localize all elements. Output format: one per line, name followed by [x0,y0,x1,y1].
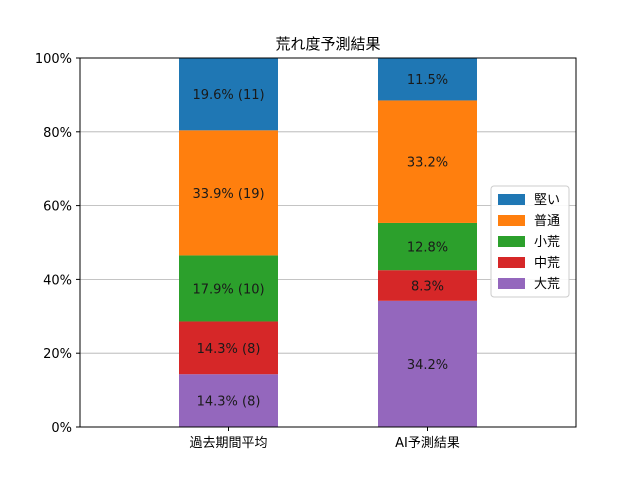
chart-title: 荒れ度予測結果 [275,35,380,53]
legend-swatch [498,215,525,226]
legend-swatch [498,236,525,247]
legend-swatch [498,257,525,268]
x-tick-label: 過去期間平均 [189,436,267,451]
legend-swatch [498,194,525,205]
bar-segment-堅い [179,58,278,131]
bar-segment-小荒 [179,255,278,322]
y-tick-label: 0% [51,421,72,436]
legend-label: 大荒 [534,277,560,292]
y-tick-label: 60% [43,200,72,215]
data-label: 11.5% [407,73,448,88]
legend-label: 中荒 [534,256,560,271]
data-labels: 14.3% (8) 14.3% (8) 17.9% (10) 33.9% (19) 19… [192,73,448,409]
y-tick-label: 40% [43,273,72,288]
legend-label: 小荒 [534,235,560,250]
x-tick-label: AI予測結果 [395,436,460,451]
bar-segment-普通 [378,100,477,223]
data-label: 33.2% [407,156,448,171]
y-tick-label: 100% [35,52,72,67]
bar-segment-中荒 [179,321,278,375]
data-label: 14.3% (8) [197,342,261,357]
bar-segment-中荒 [378,270,477,301]
legend-label: 堅い [534,193,560,208]
data-label: 17.9% (10) [192,282,264,297]
data-label: 8.3% [411,279,444,294]
bar-segment-小荒 [378,222,477,271]
data-label: 34.2% [407,358,448,373]
legend-swatch [498,278,525,289]
data-label: 14.3% (8) [197,395,261,410]
data-label: 12.8% [407,241,448,256]
axes: 0% 20% 40% 60% 80% 100% 過去期間平均 AI予測結果 [35,52,577,451]
bar-segment-大荒 [378,300,477,427]
bars [179,58,477,427]
plot-frame [79,57,577,428]
legend-box [490,185,570,298]
data-label: 19.6% (11) [192,88,264,103]
bar-segment-堅い [378,58,477,101]
legend-label: 普通 [534,214,560,229]
y-tick-label: 20% [43,347,72,362]
y-tick-label: 80% [43,126,72,141]
bar-segment-大荒 [179,374,278,427]
data-label: 33.9% (19) [192,187,264,202]
bar-segment-普通 [179,130,278,256]
